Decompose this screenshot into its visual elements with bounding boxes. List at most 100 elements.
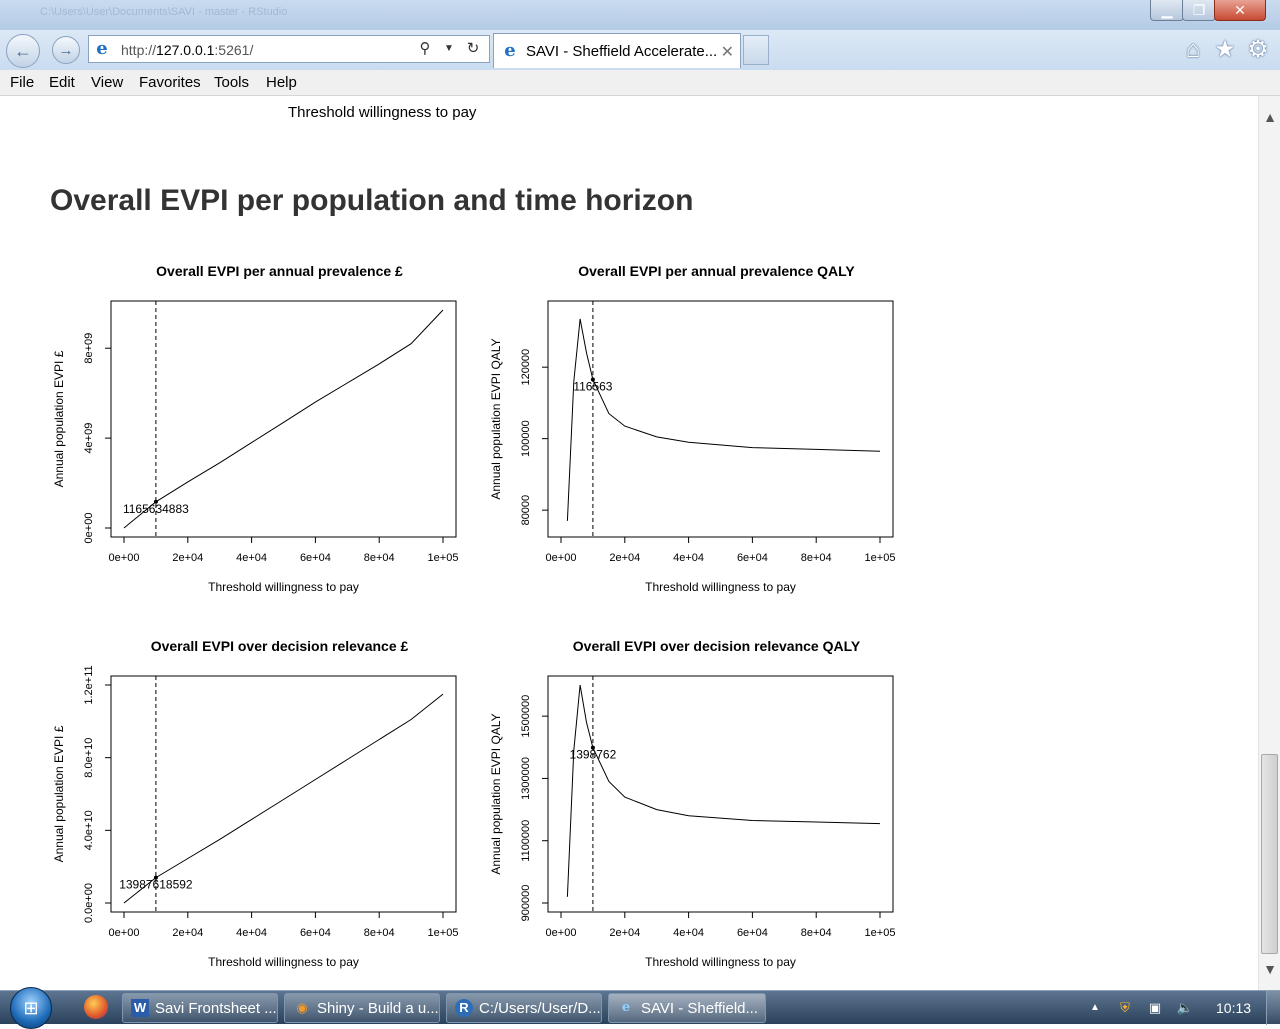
y-tick-label: 1300000 <box>520 757 532 800</box>
tab-close-icon[interactable]: ✕ <box>720 44 734 61</box>
forward-button[interactable]: → <box>52 36 80 64</box>
x-tick-label: 1e+05 <box>428 927 459 939</box>
annotation-point <box>590 377 595 382</box>
series-line <box>566 684 881 897</box>
menu-edit[interactable]: Edit <box>49 74 75 91</box>
gear-icon[interactable]: ⚙ <box>1247 36 1269 63</box>
plot-frame <box>547 675 894 913</box>
task-rstudio[interactable]: R C:/Users/User/D... <box>446 993 602 1023</box>
y-tick-label: 100000 <box>520 420 532 457</box>
y-tick-label: 1100000 <box>520 820 532 862</box>
close-button[interactable]: ✕ <box>1214 0 1266 21</box>
task-label: Savi Frontsheet ... <box>155 1000 277 1017</box>
y-tick-label: 900000 <box>520 885 532 922</box>
task-label: C:/Users/User/D... <box>479 1000 601 1017</box>
x-tick-label: 0e+00 <box>546 927 577 939</box>
volume-icon[interactable]: 🔈 <box>1176 1000 1194 1015</box>
arrow-right-icon: → <box>58 41 74 59</box>
internet-explorer-icon: e <box>96 38 108 59</box>
task-label: SAVI - Sheffield... <box>641 1000 759 1017</box>
network-icon[interactable]: ▣ <box>1148 1000 1162 1015</box>
y-tick-label: 120000 <box>520 349 532 386</box>
window-title-bar: C:\Users\User\Documents\SAVI - master - … <box>0 0 1280 30</box>
x-tick-label: 2e+04 <box>609 552 640 564</box>
back-button[interactable]: ← <box>6 34 40 68</box>
y-tick-label: 80000 <box>520 495 532 526</box>
x-tick-label: 4e+04 <box>673 927 704 939</box>
section-title: Overall EVPI per population and time hor… <box>50 184 694 217</box>
address-bar[interactable]: e http://127.0.0.1:5261/ ⚲ ▼ ↻ <box>88 35 490 63</box>
address-url[interactable]: http://127.0.0.1:5261/ <box>121 42 254 58</box>
chevron-down-icon[interactable]: ▼ <box>444 43 454 54</box>
x-tick-label: 8e+04 <box>364 927 395 939</box>
y-tick-label: 8.0e+10 <box>83 738 95 778</box>
menu-favorites[interactable]: Favorites <box>139 74 201 91</box>
page-content: Threshold willingness to pay Overall EVP… <box>0 96 1258 990</box>
annotation-label: 13987618592 <box>119 878 193 892</box>
y-tick-label: 0.0e+00 <box>83 883 95 923</box>
x-tick-label: 6e+04 <box>300 552 331 564</box>
minimize-button[interactable]: ▁ <box>1150 0 1184 21</box>
y-axis-label: Annual population EVPI £ <box>52 725 66 862</box>
refresh-icon[interactable]: ↻ <box>466 40 480 57</box>
firefox-icon[interactable] <box>84 995 108 1019</box>
task-internet-explorer[interactable]: e SAVI - Sheffield... <box>608 993 766 1023</box>
taskbar: ⊞ W Savi Frontsheet ... ◉ Shiny - Build … <box>0 987 1280 1029</box>
scroll-thumb[interactable] <box>1261 754 1278 954</box>
menu-tools[interactable]: Tools <box>214 74 250 91</box>
x-tick-label: 4e+04 <box>673 552 704 564</box>
internet-explorer-icon: e <box>504 40 516 61</box>
task-firefox[interactable]: ◉ Shiny - Build a u... <box>284 993 440 1023</box>
x-axis-label: Threshold willingness to pay <box>208 955 359 969</box>
series-line <box>123 309 444 529</box>
y-tick-label: 1500000 <box>520 695 532 738</box>
x-tick-label: 6e+04 <box>737 927 768 939</box>
x-tick-label: 2e+04 <box>172 927 203 939</box>
scroll-up-icon[interactable]: ▲ <box>1263 109 1277 125</box>
vertical-scrollbar[interactable]: ▲ ▼ <box>1258 96 1280 990</box>
annotation-point <box>153 499 158 504</box>
annotation-label: 1165634883 <box>123 502 189 516</box>
new-tab-button[interactable] <box>743 35 769 65</box>
scroll-down-icon[interactable]: ▼ <box>1263 961 1277 977</box>
window-title: C:\Users\User\Documents\SAVI - master - … <box>40 6 288 18</box>
x-tick-label: 0e+00 <box>109 927 140 939</box>
y-axis-label: Annual population EVPI £ <box>52 350 66 487</box>
y-tick-label: 4.0e+10 <box>83 810 95 850</box>
rstudio-icon: R <box>455 999 473 1017</box>
clock[interactable]: 10:13 <box>1216 1000 1252 1016</box>
favorites-star-icon[interactable]: ★ <box>1214 36 1236 63</box>
word-icon: W <box>131 999 149 1017</box>
menu-view[interactable]: View <box>91 74 124 91</box>
tab-savi[interactable]: e SAVI - Sheffield Accelerate... ✕ <box>493 33 741 68</box>
x-tick-label: 8e+04 <box>801 927 832 939</box>
task-label: Shiny - Build a u... <box>317 1000 439 1017</box>
navigation-bar: ← → e http://127.0.0.1:5261/ ⚲ ▼ ↻ e SAV… <box>0 30 1280 70</box>
chart-title: Overall EVPI over decision relevance £ <box>151 638 409 654</box>
x-tick-label: 2e+04 <box>172 552 203 564</box>
home-icon[interactable]: ⌂ <box>1185 36 1201 63</box>
show-desktop-button[interactable] <box>1266 991 1280 1025</box>
search-icon[interactable]: ⚲ <box>419 40 431 57</box>
plot-frame <box>547 300 894 538</box>
internet-explorer-icon: e <box>621 1000 631 1015</box>
y-tick-label: 0e+00 <box>83 513 95 544</box>
maximize-icon: ❐ <box>1192 1 1206 18</box>
x-tick-label: 0e+00 <box>109 552 140 564</box>
menu-file[interactable]: File <box>10 74 35 91</box>
x-tick-label: 1e+05 <box>865 552 896 564</box>
chart-title: Overall EVPI per annual prevalence QALY <box>578 263 855 279</box>
annotation-point <box>153 875 158 880</box>
chart-title: Overall EVPI per annual prevalence £ <box>156 263 403 279</box>
close-icon: ✕ <box>1234 1 1246 18</box>
task-word[interactable]: W Savi Frontsheet ... <box>122 993 278 1023</box>
x-tick-label: 8e+04 <box>801 552 832 564</box>
windows-start-icon[interactable]: ⊞ <box>10 987 52 1029</box>
annotation-point <box>590 745 595 750</box>
maximize-button[interactable]: ❐ <box>1182 0 1216 21</box>
menu-help[interactable]: Help <box>266 74 297 91</box>
firefox-icon: ◉ <box>296 1000 308 1015</box>
tray-expand-icon[interactable]: ▲ <box>1090 1002 1100 1013</box>
security-shield-icon[interactable]: ⛨ <box>1120 1000 1130 1015</box>
x-tick-label: 6e+04 <box>300 927 331 939</box>
